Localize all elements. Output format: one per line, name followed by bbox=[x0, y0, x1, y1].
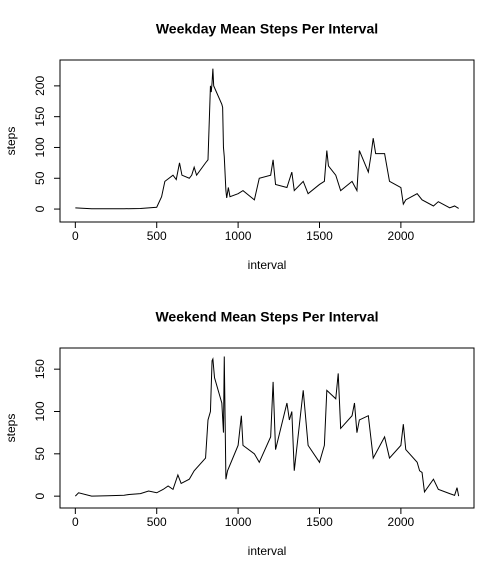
x-tick-label: 1500 bbox=[306, 515, 333, 529]
x-axis-label: interval bbox=[248, 258, 287, 272]
x-axis-label: interval bbox=[248, 544, 287, 558]
y-axis-label: steps bbox=[4, 414, 18, 443]
x-tick-label: 1000 bbox=[225, 515, 252, 529]
x-tick-label: 500 bbox=[147, 229, 167, 243]
y-tick-label: 50 bbox=[33, 171, 47, 185]
y-tick-label: 100 bbox=[33, 401, 47, 421]
y-tick-label: 200 bbox=[33, 76, 47, 96]
y-tick-label: 0 bbox=[33, 205, 47, 212]
chart-title: Weekday Mean Steps Per Interval bbox=[156, 21, 378, 37]
line-series bbox=[75, 68, 459, 210]
x-tick-label: 0 bbox=[72, 229, 79, 243]
y-tick-label: 0 bbox=[33, 492, 47, 499]
y-tick-label: 100 bbox=[33, 137, 47, 157]
x-tick-label: 0 bbox=[72, 515, 79, 529]
y-axis-label: steps bbox=[4, 127, 18, 156]
line-series bbox=[74, 356, 460, 497]
x-tick-label: 2000 bbox=[388, 229, 415, 243]
y-tick-label: 150 bbox=[33, 106, 47, 126]
chart-title: Weekend Mean Steps Per Interval bbox=[155, 309, 378, 325]
y-tick-label: 150 bbox=[33, 359, 47, 379]
plot-box bbox=[59, 347, 475, 509]
plot-box bbox=[59, 59, 475, 223]
x-tick-label: 2000 bbox=[388, 515, 415, 529]
x-tick-label: 1000 bbox=[225, 229, 252, 243]
x-tick-label: 500 bbox=[147, 515, 167, 529]
y-tick-label: 50 bbox=[33, 447, 47, 461]
x-tick-label: 1500 bbox=[306, 229, 333, 243]
